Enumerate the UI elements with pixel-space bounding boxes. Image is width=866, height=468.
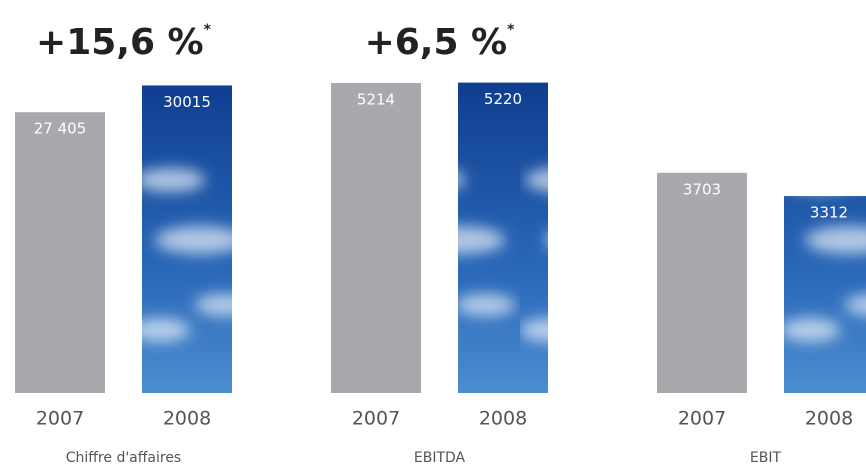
x-axis-label: EBITDA xyxy=(414,450,466,466)
x-axis-label: EBIT xyxy=(750,450,782,466)
value-label: 30015 xyxy=(163,93,211,111)
bar xyxy=(657,173,747,393)
value-label: 5220 xyxy=(484,90,522,108)
x-tick-label: 2007 xyxy=(36,408,84,430)
bar xyxy=(784,196,866,393)
headline: +6,5 %* xyxy=(365,22,516,63)
value-label: 3703 xyxy=(683,180,721,198)
value-label: 27 405 xyxy=(34,120,87,138)
x-tick-label: 2007 xyxy=(678,408,726,430)
x-tick-label: 2008 xyxy=(163,408,211,430)
value-label: 5214 xyxy=(357,90,395,108)
headline-value: +15,6 % xyxy=(36,22,204,63)
headline-note: * xyxy=(204,22,212,38)
bar xyxy=(142,85,232,393)
headline-value: +6,5 % xyxy=(365,22,508,63)
value-label: 3312 xyxy=(810,204,848,222)
x-tick-label: 2008 xyxy=(805,408,853,430)
headline: +15,6 %* xyxy=(36,22,212,63)
page: +15,6 %*27 4052007300152008Chiffre d'aff… xyxy=(0,0,866,468)
x-axis-label: Chiffre d'affaires xyxy=(66,450,181,466)
x-tick-label: 2008 xyxy=(479,408,527,430)
chart: +15,6 %*27 4052007300152008Chiffre d'aff… xyxy=(0,0,866,468)
bar xyxy=(458,83,548,393)
headline-note: * xyxy=(507,22,515,38)
bar xyxy=(15,112,105,393)
x-tick-label: 2007 xyxy=(352,408,400,430)
bar xyxy=(331,83,421,393)
